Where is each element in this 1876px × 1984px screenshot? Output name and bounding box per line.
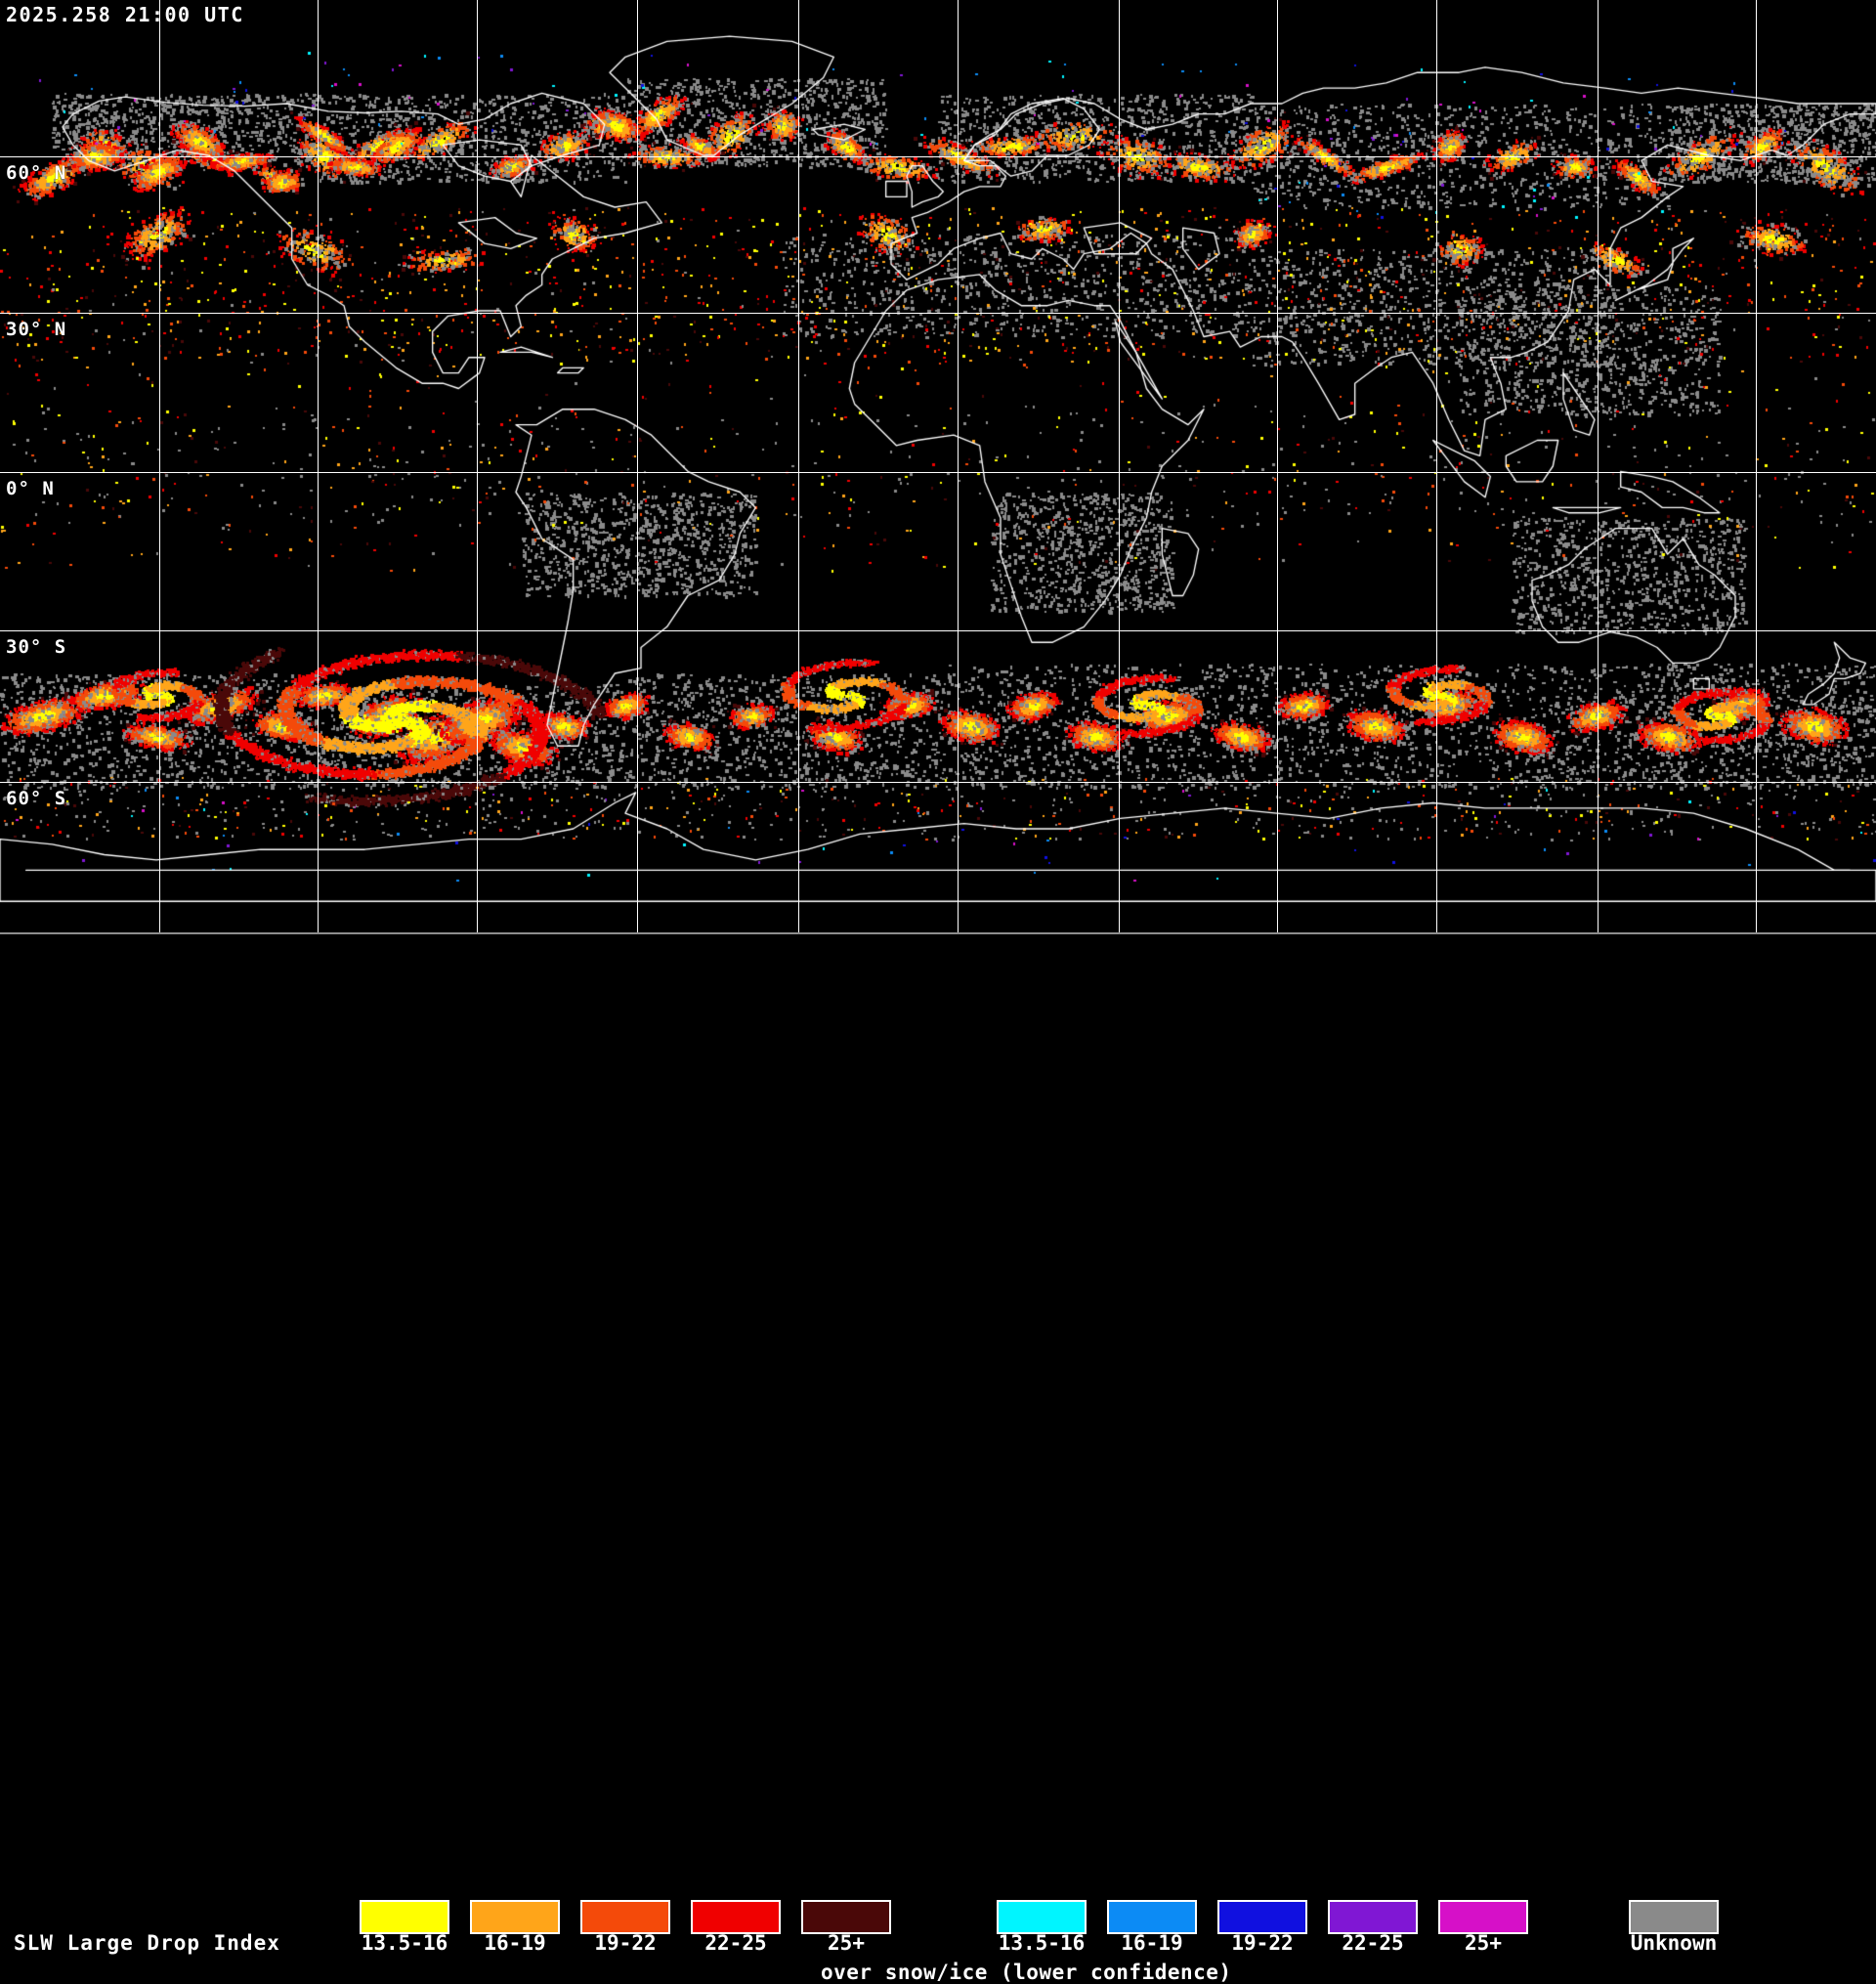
legend-swatch-snowice-0[interactable] xyxy=(997,1900,1087,1934)
legend-swatch-primary-3[interactable] xyxy=(691,1900,781,1934)
timestamp-label: 2025.258 21:00 UTC xyxy=(6,3,244,26)
legend-label-primary-2: 19-22 xyxy=(594,1931,657,1955)
legend-label-snowice-0: 13.5-16 xyxy=(998,1931,1086,1955)
legend-label-snowice-3: 22-25 xyxy=(1342,1931,1404,1955)
legend-label-primary-1: 16-19 xyxy=(484,1931,546,1955)
legend-swatch-unknown-0[interactable] xyxy=(1629,1900,1719,1934)
legend-swatch-primary-1[interactable] xyxy=(470,1900,560,1934)
legend-label-primary-0: 13.5-16 xyxy=(361,1931,448,1955)
legend-swatch-snowice-1[interactable] xyxy=(1107,1900,1197,1934)
legend-label-snowice-1: 16-19 xyxy=(1121,1931,1183,1955)
slw-index-map-canvas[interactable] xyxy=(0,0,1876,932)
legend-swatch-primary-2[interactable] xyxy=(580,1900,670,1934)
world-map-panel[interactable]: 60° N 30° N 0° N 30° S 60° S 2025.258 21:00 … xyxy=(0,0,1876,934)
legend-swatch-snowice-3[interactable] xyxy=(1328,1900,1418,1934)
latitude-label-2: 0° N xyxy=(6,478,55,499)
latitude-label-4: 60° S xyxy=(6,788,67,809)
legend-label-primary-4: 25+ xyxy=(828,1931,865,1955)
legend-swatch-primary-4[interactable] xyxy=(801,1900,891,1934)
legend-swatch-snowice-4[interactable] xyxy=(1438,1900,1528,1934)
legend-label-snowice-2: 19-22 xyxy=(1231,1931,1294,1955)
legend-title: SLW Large Drop Index xyxy=(14,1931,280,1955)
snow-ice-caption: over snow/ice (lower confidence) xyxy=(821,1961,1232,1984)
legend-label-unknown-0: Unknown xyxy=(1630,1931,1718,1955)
latitude-label-1: 30° N xyxy=(6,319,67,340)
latitude-label-3: 30° S xyxy=(6,636,67,658)
legend-label-primary-3: 22-25 xyxy=(704,1931,767,1955)
latitude-label-0: 60° N xyxy=(6,162,67,184)
legend-swatch-snowice-2[interactable] xyxy=(1217,1900,1307,1934)
legend-swatch-primary-0[interactable] xyxy=(360,1900,449,1934)
legend-label-snowice-4: 25+ xyxy=(1465,1931,1502,1955)
legend-bar: SLW Large Drop Index 13.5-16 16-19 19-22 22… xyxy=(0,936,1876,1984)
